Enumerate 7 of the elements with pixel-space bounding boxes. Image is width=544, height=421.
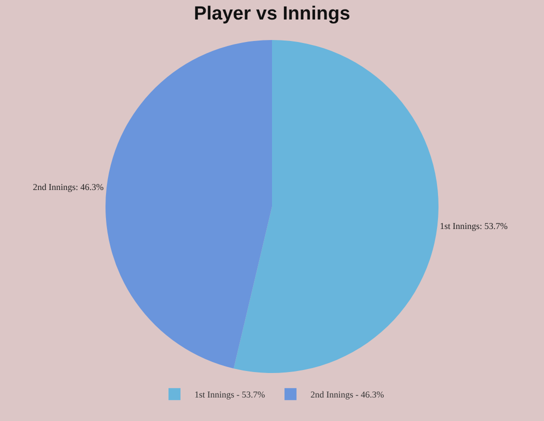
data-label: 2nd Innings: 46.3%: [32, 182, 104, 192]
pie-slice: [234, 40, 438, 373]
data-label: 1st Innings: 53.7%: [440, 220, 508, 231]
pie-slice: [106, 40, 272, 369]
legend-label: 1st Innings - 53.7%: [194, 390, 266, 400]
legend-label: 2nd Innings - 46.3%: [310, 390, 384, 400]
chart-title: Player vs Innings: [194, 4, 350, 25]
